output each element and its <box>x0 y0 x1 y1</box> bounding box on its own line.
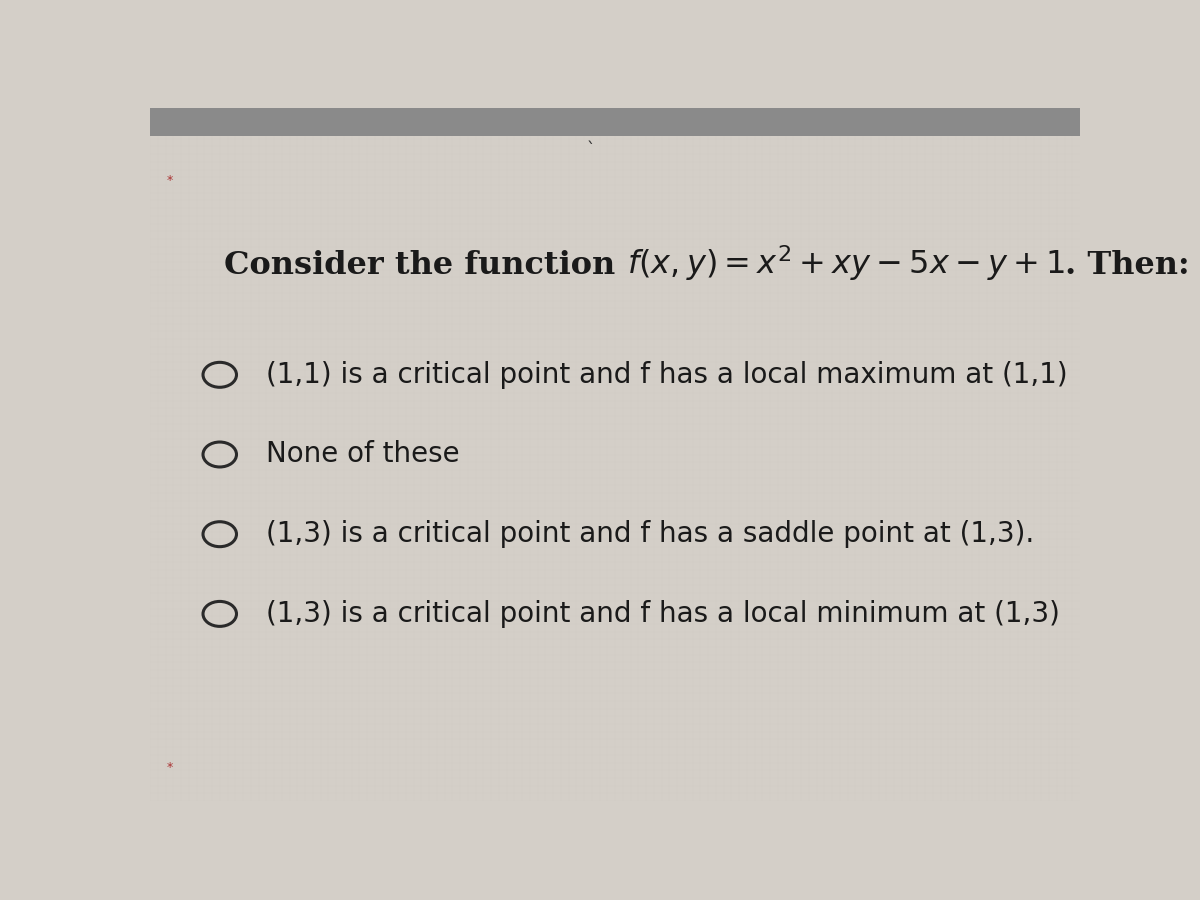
Text: (1,3) is a critical point and f has a local minimum at (1,3): (1,3) is a critical point and f has a lo… <box>266 600 1060 628</box>
Text: `: ` <box>587 140 595 158</box>
Text: $f(x, y) = x^2 + xy - 5x - y + 1$: $f(x, y) = x^2 + xy - 5x - y + 1$ <box>626 244 1064 284</box>
Text: *: * <box>167 761 173 774</box>
Text: Consider the function: Consider the function <box>224 250 626 282</box>
Text: None of these: None of these <box>266 440 460 469</box>
Text: . Then:: . Then: <box>1064 250 1189 282</box>
Text: (1,1) is a critical point and f has a local maximum at (1,1): (1,1) is a critical point and f has a lo… <box>266 361 1068 389</box>
Bar <box>150 108 1080 136</box>
Text: *: * <box>167 175 173 187</box>
Text: (1,3) is a critical point and f has a saddle point at (1,3).: (1,3) is a critical point and f has a sa… <box>266 520 1034 548</box>
